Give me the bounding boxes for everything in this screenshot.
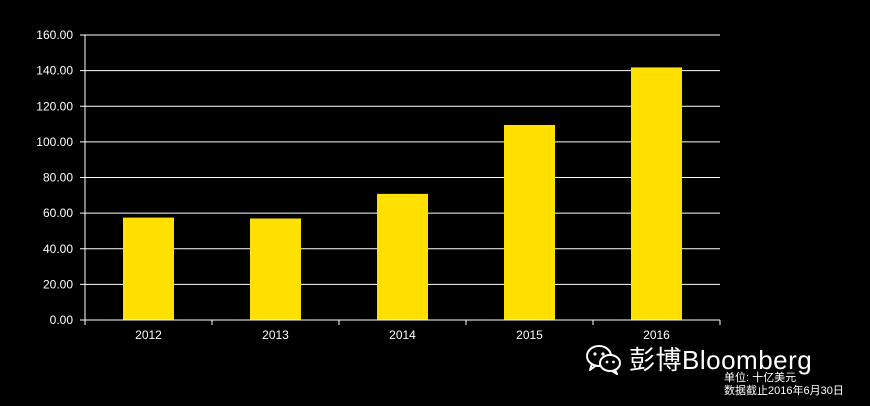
bloomberg-watermark: 彭博Bloomberg <box>585 340 812 377</box>
unit-note: 单位: 十亿美元 <box>724 372 797 384</box>
axes <box>80 34 721 325</box>
y-tick-label: 100.00 <box>36 135 73 149</box>
y-tick-label: 120.00 <box>36 99 73 113</box>
y-tick-label: 20.00 <box>43 277 73 291</box>
y-tick-label: 40.00 <box>43 242 73 256</box>
wechat-icon <box>586 344 621 375</box>
x-tick-label: 2014 <box>389 328 416 342</box>
y-tick-labels: 0.00 20.00 40.00 60.00 80.00 100.00 120.00 140.… <box>36 28 73 327</box>
x-tick-label: 2016 <box>643 328 670 342</box>
bar-2013 <box>250 218 301 320</box>
bar-2016 <box>631 67 682 320</box>
bar-2012 <box>123 217 174 320</box>
y-tick-label: 160.00 <box>36 28 73 42</box>
date-note: 数据截止2016年6月30日 <box>724 385 844 397</box>
y-tick-label: 140.00 <box>36 64 73 78</box>
y-tick-label: 80.00 <box>43 171 73 185</box>
x-tick-label: 2012 <box>135 328 162 342</box>
bar-2014 <box>377 193 428 320</box>
bars <box>123 67 682 320</box>
watermark-text: 彭博Bloomberg <box>629 345 813 375</box>
x-tick-label: 2013 <box>262 328 289 342</box>
x-tick-labels: 2012 2013 2014 2015 2016 <box>135 328 670 342</box>
bar-2015 <box>504 124 555 320</box>
chart-notes: 单位: 十亿美元 数据截止2016年6月30日 <box>724 372 844 398</box>
y-tick-label: 0.00 <box>50 313 74 327</box>
y-tick-label: 60.00 <box>43 206 73 220</box>
x-tick-label: 2015 <box>516 328 543 342</box>
